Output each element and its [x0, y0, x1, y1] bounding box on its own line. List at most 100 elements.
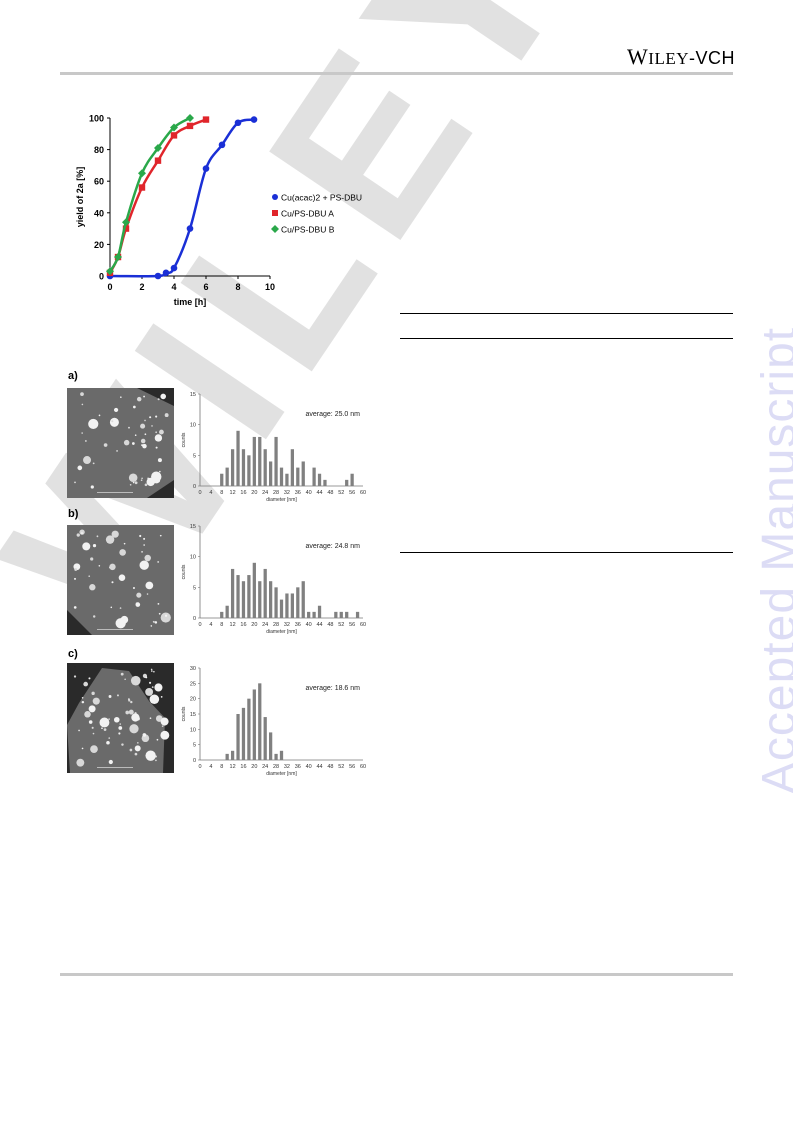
hist-bar	[350, 473, 354, 486]
data-point	[138, 169, 146, 178]
data-point	[202, 165, 210, 172]
scale-bar-a	[97, 492, 133, 493]
hist-x-axis-label: diameter [nm]	[266, 629, 297, 634]
scale-bar-c	[97, 767, 133, 768]
hist-x-tick-label: 32	[284, 490, 290, 496]
hist-bar	[312, 611, 316, 618]
nanoparticle	[156, 738, 159, 741]
nanoparticle	[137, 742, 139, 744]
hist-y-tick-label: 5	[193, 743, 196, 749]
hist-bar	[307, 611, 311, 618]
nanoparticle	[111, 581, 114, 584]
legend-marker	[271, 225, 279, 233]
nanoparticle	[88, 705, 96, 713]
hist-bar	[296, 467, 300, 486]
nanoparticle	[119, 549, 126, 556]
hist-bar	[230, 449, 235, 486]
nanoparticle	[135, 602, 141, 607]
hist-x-tick-label: 16	[240, 622, 246, 628]
hist-x-tick-label: 52	[338, 622, 344, 628]
nanoparticle	[164, 614, 168, 617]
nanoparticle	[123, 439, 130, 446]
nanoparticle	[136, 592, 142, 598]
nanoparticle	[154, 621, 158, 624]
nanoparticle	[92, 697, 100, 705]
hist-bar	[290, 449, 294, 486]
hist-y-tick-label: 30	[190, 666, 196, 672]
nanoparticle	[144, 433, 147, 436]
nanoparticle	[155, 415, 158, 418]
nanoparticle	[92, 544, 97, 548]
hist-bar	[274, 436, 278, 486]
data-point	[114, 253, 122, 262]
nanoparticle	[125, 710, 130, 715]
side-watermark-text: Accepted Manuscript	[753, 326, 793, 794]
nanoparticle	[159, 686, 162, 689]
hist-y-tick-label: 25	[190, 681, 196, 687]
hist-bar	[345, 611, 349, 618]
hist-x-tick-label: 60	[360, 622, 366, 628]
data-point	[138, 184, 146, 191]
data-point	[218, 141, 226, 149]
hist-x-tick-label: 12	[230, 622, 236, 628]
hist-average-label: average: 24.8 nm	[306, 543, 361, 550]
hist-x-tick-label: 24	[262, 490, 268, 496]
hist-bar	[263, 717, 267, 760]
hist-x-axis-label: diameter [nm]	[266, 497, 297, 502]
nanoparticle	[78, 729, 80, 732]
nanoparticle	[108, 718, 110, 720]
nanoparticle	[128, 709, 134, 715]
nanoparticle	[124, 678, 126, 681]
hist-x-tick-label: 0	[198, 764, 201, 770]
nanoparticle	[88, 677, 91, 680]
nanoparticle	[119, 607, 122, 609]
hist-y-tick-label: 20	[190, 697, 196, 703]
hist-y-tick-label: 0	[193, 616, 196, 622]
nanoparticle	[116, 450, 118, 452]
data-point	[106, 267, 114, 276]
nanoparticle	[89, 584, 96, 591]
nanoparticle	[149, 717, 152, 719]
nanoparticle	[81, 700, 85, 704]
nanoparticle	[81, 403, 84, 406]
hist-x-tick-label: 20	[251, 490, 257, 496]
nanoparticle	[150, 668, 153, 671]
hist-bar	[317, 473, 322, 486]
kinetics-chart: 0 20 40 60 80 100 0 2 4 6 8 10 time [h] yield of 2a […	[75, 114, 362, 308]
hist-x-tick-label: 32	[284, 622, 290, 628]
support-flake	[67, 388, 174, 498]
nanoparticle	[119, 723, 122, 725]
legend-marker	[272, 210, 278, 216]
nanoparticle	[136, 716, 140, 721]
x-tick-label: 0	[107, 282, 112, 292]
hist-bar	[247, 455, 251, 486]
nanoparticle	[155, 431, 158, 434]
data-point	[186, 225, 194, 232]
nanoparticle	[123, 542, 126, 545]
hist-x-tick-label: 32	[284, 764, 290, 770]
nanoparticle	[149, 416, 152, 419]
hist-y-axis-label: counts	[181, 706, 187, 721]
nanoparticle	[146, 593, 149, 595]
hist-bar	[269, 581, 273, 618]
tem-image-a	[67, 388, 174, 498]
nanoparticle	[136, 396, 142, 402]
panel-label-a: a)	[68, 370, 78, 382]
tem-image-b-graphic	[67, 525, 174, 635]
nanoparticle	[90, 745, 98, 753]
nanoparticle	[141, 477, 143, 480]
hist-bar	[230, 568, 235, 618]
nanoparticle	[158, 612, 161, 615]
hist-bar	[296, 587, 300, 618]
hist-bar	[263, 449, 267, 486]
nanoparticle	[108, 759, 113, 765]
nanoparticle	[88, 575, 91, 578]
hist-x-tick-label: 24	[262, 622, 268, 628]
hist-bar	[258, 683, 262, 760]
hist-x-tick-label: 44	[316, 490, 322, 496]
nanoparticle	[130, 675, 141, 686]
nanoparticle	[152, 620, 155, 623]
nanoparticle	[84, 710, 91, 718]
hist-y-tick-label: 0	[193, 484, 196, 490]
